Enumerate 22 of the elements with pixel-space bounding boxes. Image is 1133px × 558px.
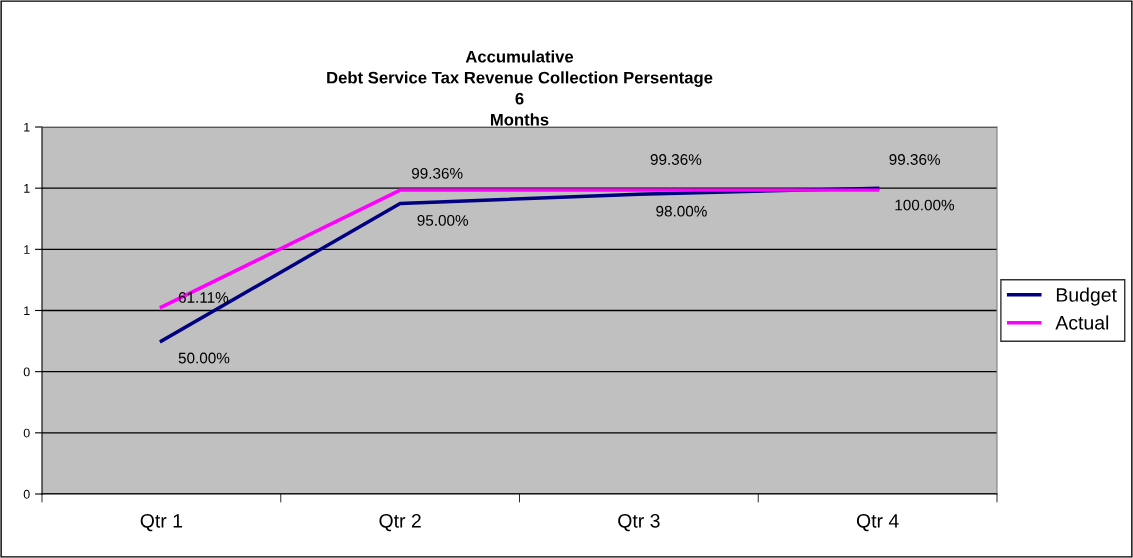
legend-label: Budget bbox=[1056, 287, 1117, 306]
data-label: 99.36% bbox=[411, 167, 463, 179]
data-label: 99.36% bbox=[650, 154, 702, 165]
x-tick-label: Qtr 2 bbox=[379, 513, 421, 532]
y-tick-label: 1 bbox=[24, 184, 30, 193]
legend-label: Actual bbox=[1055, 315, 1109, 330]
chart-title: Accumulative Debt Service Tax Revenue Collection Persentage 6 Months bbox=[327, 50, 713, 126]
data-label: 50.00% bbox=[178, 352, 230, 364]
y-tick-label: 1 bbox=[24, 245, 30, 254]
data-label: 100.00% bbox=[895, 199, 955, 211]
y-tick-label: 0 bbox=[23, 428, 30, 438]
y-tick-label: 1 bbox=[24, 306, 30, 316]
x-tick-label: Qtr 4 bbox=[856, 513, 899, 532]
data-label: 99.36% bbox=[889, 154, 941, 165]
y-tick-label: 1 bbox=[24, 122, 30, 132]
data-label: 61.11% bbox=[178, 292, 229, 303]
y-tick-label: 0 bbox=[23, 367, 30, 377]
x-tick-label: Qtr 3 bbox=[618, 513, 660, 532]
data-label: 95.00% bbox=[417, 214, 469, 226]
y-tick-label: 0 bbox=[23, 489, 30, 499]
x-tick-label: Qtr 1 bbox=[140, 513, 183, 532]
data-label: 98.00% bbox=[656, 205, 707, 217]
